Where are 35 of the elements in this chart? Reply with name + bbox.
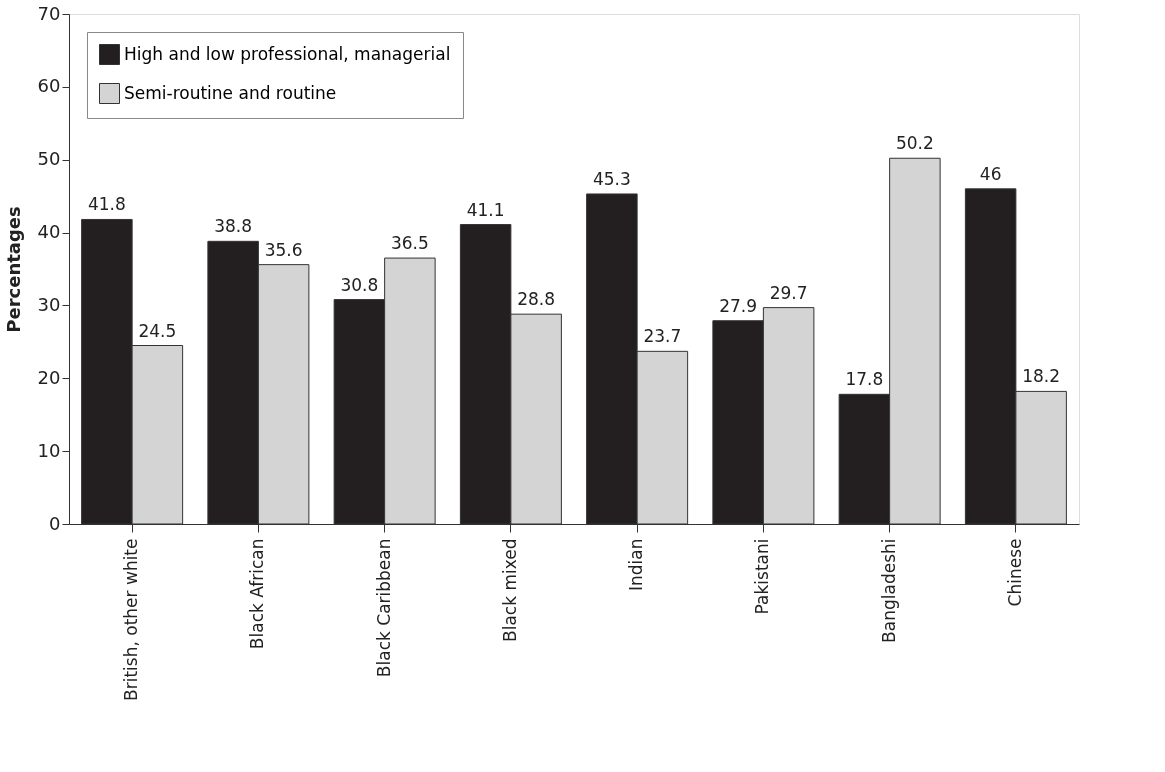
- data-label: 30.8: [340, 274, 379, 295]
- data-label: 38.8: [214, 216, 253, 237]
- x-tick-label: Bangladeshi: [878, 538, 899, 643]
- data-label: 27.9: [719, 295, 758, 316]
- data-label: 24.5: [138, 320, 177, 341]
- data-label: 18.2: [1022, 366, 1061, 387]
- y-tick-label: 70: [37, 2, 61, 24]
- legend-label: Semi-routine and routine: [124, 82, 337, 103]
- data-label: 28.8: [517, 289, 556, 310]
- y-tick-label: 40: [37, 221, 61, 243]
- x-tick-label: Chinese: [1004, 538, 1025, 607]
- x-tick-label: Indian: [626, 538, 647, 591]
- legend-label: High and low professional, managerial: [124, 43, 451, 64]
- y-tick-label: 30: [37, 293, 61, 315]
- y-tick-label: 50: [37, 148, 61, 170]
- x-tick-label: British, other white: [121, 538, 142, 701]
- x-tick-label: Black mixed: [499, 538, 520, 642]
- data-label: 35.6: [264, 239, 303, 260]
- data-label: 41.8: [87, 194, 126, 215]
- data-label: 46: [979, 163, 1002, 184]
- data-label: 29.7: [769, 282, 808, 303]
- data-label: 17.8: [845, 369, 884, 390]
- x-tick-label: Pakistani: [752, 538, 773, 615]
- y-tick-label: 0: [49, 512, 61, 534]
- data-label: 36.5: [390, 233, 429, 254]
- data-label: 41.1: [466, 199, 505, 220]
- x-tick-label: Black African: [247, 538, 268, 650]
- y-tick-label: 10: [37, 439, 61, 461]
- data-label: 23.7: [643, 326, 682, 347]
- x-tick-label: Black Caribbean: [373, 538, 394, 678]
- y-axis-title: Percentages: [2, 206, 24, 333]
- data-label: 50.2: [895, 133, 934, 154]
- y-tick-label: 20: [37, 366, 61, 388]
- y-tick-label: 60: [37, 75, 61, 97]
- data-label: 45.3: [592, 168, 631, 189]
